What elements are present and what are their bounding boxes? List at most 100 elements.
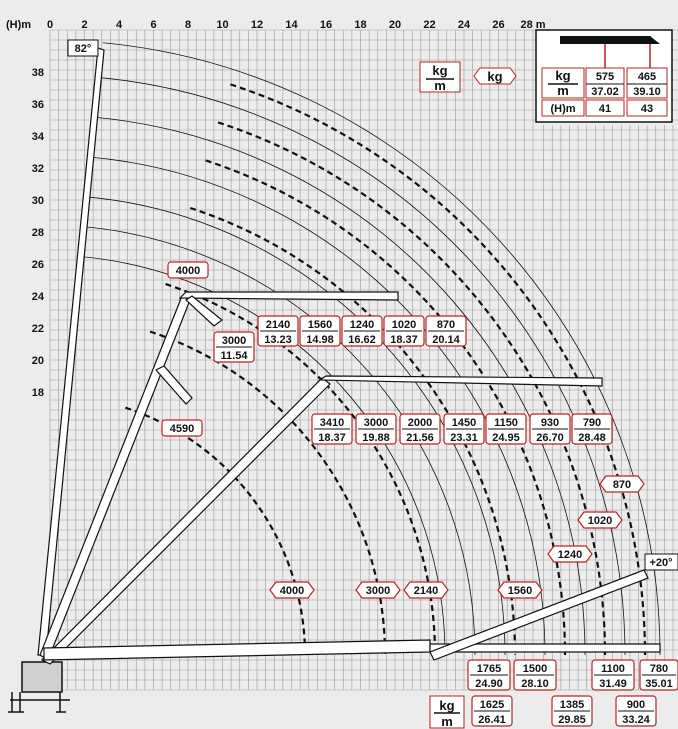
bottom-load-1: 1625 26.41 xyxy=(471,695,513,727)
reach-value: 31.49 xyxy=(599,678,627,690)
x-tick-label: 16 xyxy=(320,19,332,31)
y-tick-label: 24 xyxy=(32,291,45,303)
grid xyxy=(49,29,678,691)
curve-load-4: 1240 xyxy=(547,545,593,563)
upper-load-0: 4000 xyxy=(167,261,209,279)
svg-text:465: 465 xyxy=(638,71,656,83)
svg-text:39.10: 39.10 xyxy=(633,86,661,98)
curve-load-2: 2140 xyxy=(403,581,449,599)
x-tick-label: 18 xyxy=(354,19,366,31)
reach-value: 26.41 xyxy=(478,714,506,726)
y-tick-label: 20 xyxy=(32,355,44,367)
y-tick-label: 28 xyxy=(32,227,44,239)
load-value: 1765 xyxy=(477,663,501,675)
load-value: 780 xyxy=(650,663,668,675)
svg-text:m: m xyxy=(441,714,453,729)
curve-load-0: 4000 xyxy=(269,581,315,599)
x-tick-label: 24 xyxy=(458,19,471,31)
svg-text:+20°: +20° xyxy=(649,557,672,569)
middle-boom-loads: 4590 3410 18.37 3000 19.88 2000 21.56 1450 23.31… xyxy=(161,413,613,445)
x-tick-label: 20 xyxy=(389,19,401,31)
x-tick-label: 6 xyxy=(150,19,156,31)
curve-load-3: 1560 xyxy=(497,581,543,599)
load-curve xyxy=(217,121,607,656)
svg-text:kg: kg xyxy=(555,68,570,83)
reach-value: 28.10 xyxy=(521,678,549,690)
load-value: 2000 xyxy=(408,417,432,429)
boom-graphics xyxy=(8,47,661,713)
svg-text:kg: kg xyxy=(487,69,502,84)
x-axis-unit-label: (H)m xyxy=(6,19,31,31)
svg-text:41: 41 xyxy=(599,103,611,115)
y-tick-label: 38 xyxy=(32,67,44,79)
load-value: 1150 xyxy=(494,417,518,429)
x-tick-label: 8 xyxy=(185,19,191,31)
reach-value: 18.37 xyxy=(390,334,418,346)
load-value: 870 xyxy=(437,319,455,331)
extension-table: kg m 575 37.02 465 39.10 (H)m 41 43 xyxy=(535,29,673,123)
reach-value: 26.70 xyxy=(536,432,564,444)
y-tick-label: 34 xyxy=(32,131,45,143)
reach-arc xyxy=(102,42,661,656)
load-curve xyxy=(230,83,647,656)
upper-boom-loads: 4000 3000 11.54 2140 13.23 1560 14.98 1240 16.62… xyxy=(167,261,467,363)
y-tick-label: 22 xyxy=(32,323,44,335)
boom-mid xyxy=(40,375,603,665)
angle-max-label: 82° xyxy=(67,39,99,57)
x-tick-label: 14 xyxy=(285,19,298,31)
bottom-load-0: 1765 24.90 xyxy=(467,659,511,691)
x-tick-label: 22 xyxy=(423,19,435,31)
svg-text:575: 575 xyxy=(596,71,614,83)
middle-load-0: 4590 xyxy=(161,419,203,437)
middle-load-2: 3000 19.88 xyxy=(355,413,397,445)
load-value: 1625 xyxy=(480,699,504,711)
svg-text:43: 43 xyxy=(641,103,653,115)
load-value: 2140 xyxy=(266,319,290,331)
reach-value: 29.85 xyxy=(558,714,586,726)
upper-load-4: 1240 16.62 xyxy=(341,315,383,347)
y-tick-label: 36 xyxy=(32,99,44,111)
boom-horizontal xyxy=(43,639,661,661)
reach-arc xyxy=(85,226,476,656)
load-value: 3000 xyxy=(222,335,246,347)
y-tick-label: 32 xyxy=(32,163,44,175)
boom-low-angle xyxy=(429,569,649,661)
middle-load-6: 930 26.70 xyxy=(529,413,571,445)
reach-value: 14.98 xyxy=(306,334,334,346)
svg-text:(H)m: (H)m xyxy=(550,103,575,115)
bottom-load-4: 1100 31.49 xyxy=(591,659,635,691)
x-tick-label: 2 xyxy=(81,19,87,31)
reach-value: 35.01 xyxy=(645,678,673,690)
load-value: 3410 xyxy=(320,417,344,429)
svg-text:kg: kg xyxy=(439,698,454,713)
upper-load-6: 870 20.14 xyxy=(425,315,467,347)
load-value: 1100 xyxy=(601,663,625,675)
svg-text:m: m xyxy=(557,83,569,98)
x-tick-label: 28 m xyxy=(520,19,545,31)
load-value: 900 xyxy=(627,699,645,711)
load-value: 1500 xyxy=(523,663,547,675)
reach-value: 33.24 xyxy=(622,714,650,726)
x-tick-label: 4 xyxy=(116,19,123,31)
x-tick-label: 26 xyxy=(492,19,504,31)
middle-load-7: 790 28.48 xyxy=(571,413,613,445)
curve-load-value: 4000 xyxy=(280,585,304,597)
boom-folded-jib xyxy=(155,295,223,405)
load-value: 4000 xyxy=(176,265,200,277)
y-axis-ticks: 38 36 34 32 30 28 26 24 22 20 18 xyxy=(32,67,45,399)
upper-load-5: 1020 18.37 xyxy=(383,315,425,347)
upper-load-2: 2140 13.23 xyxy=(257,315,299,347)
load-value: 4590 xyxy=(170,423,194,435)
bottom-boom-loads: 1765 24.90 1625 26.41 1500 28.10 1385 29.85 1100… xyxy=(467,659,678,727)
load-curve xyxy=(149,330,387,656)
reach-value: 24.90 xyxy=(475,678,503,690)
header-legend: kg m kg xyxy=(419,61,517,93)
bottom-unit-label: kg m xyxy=(429,695,465,729)
curve-load-value: 3000 xyxy=(366,585,390,597)
middle-load-1: 3410 18.37 xyxy=(311,413,353,445)
curve-load-value: 1240 xyxy=(558,549,582,561)
load-value: 3000 xyxy=(364,417,388,429)
curve-load-value: 2140 xyxy=(414,585,438,597)
bottom-load-6: 780 35.01 xyxy=(639,659,678,691)
